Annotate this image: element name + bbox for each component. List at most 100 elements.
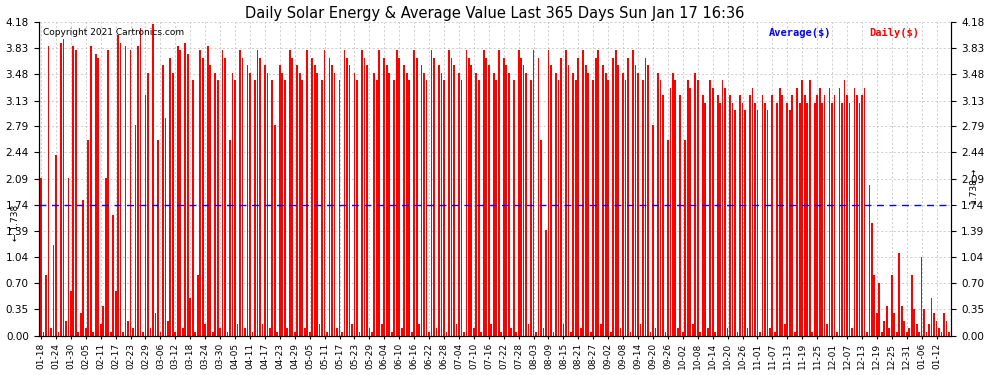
Bar (943, 313, 944, 336)
Bar (138, 46, 139, 336)
Bar (488, 65, 490, 336)
Bar (82, 200, 84, 336)
Bar (545, 231, 546, 336)
Bar (515, 332, 517, 336)
Bar (712, 88, 714, 336)
Bar (408, 80, 410, 336)
Bar (329, 58, 331, 336)
Bar (316, 73, 318, 336)
Bar (523, 65, 525, 336)
Text: Daily($): Daily($) (869, 28, 920, 38)
Bar (376, 80, 378, 336)
Bar (391, 332, 393, 336)
Bar (388, 73, 390, 336)
Bar (510, 328, 512, 336)
Bar (662, 95, 663, 336)
Bar (85, 328, 87, 336)
Bar (490, 324, 492, 336)
Bar (197, 276, 199, 336)
Bar (240, 50, 241, 336)
Bar (543, 328, 545, 336)
Bar (70, 291, 71, 336)
Bar (403, 65, 405, 336)
Bar (199, 50, 201, 336)
Bar (939, 328, 940, 336)
Bar (154, 313, 156, 336)
Bar (652, 125, 653, 336)
Bar (936, 321, 938, 336)
Bar (779, 88, 781, 336)
Bar (901, 306, 903, 336)
Bar (774, 332, 776, 336)
Bar (707, 328, 709, 336)
Bar (327, 332, 328, 336)
Bar (687, 80, 689, 336)
Bar (657, 73, 658, 336)
Bar (717, 95, 719, 336)
Bar (296, 65, 298, 336)
Bar (732, 103, 734, 336)
Bar (232, 73, 234, 336)
Bar (521, 58, 522, 336)
Text: ← 1.738: ← 1.738 (11, 205, 20, 242)
Bar (866, 332, 868, 336)
Bar (107, 50, 109, 336)
Bar (769, 328, 771, 336)
Bar (789, 110, 791, 336)
Bar (868, 185, 870, 336)
Text: Copyright 2021 Cartronics.com: Copyright 2021 Cartronics.com (44, 28, 184, 37)
Bar (227, 332, 229, 336)
Bar (366, 65, 367, 336)
Bar (592, 80, 594, 336)
Bar (878, 283, 880, 336)
Bar (829, 88, 831, 336)
Bar (254, 80, 255, 336)
Bar (455, 324, 457, 336)
Bar (52, 246, 54, 336)
Bar (314, 65, 316, 336)
Bar (219, 328, 221, 336)
Bar (536, 332, 537, 336)
Title: Daily Solar Energy & Average Value Last 365 Days Sun Jan 17 16:36: Daily Solar Energy & Average Value Last … (246, 6, 744, 21)
Bar (898, 253, 900, 336)
Bar (771, 95, 773, 336)
Bar (222, 50, 224, 336)
Bar (809, 80, 811, 336)
Bar (57, 332, 59, 336)
Bar (858, 103, 860, 336)
Bar (279, 65, 281, 336)
Bar (674, 80, 676, 336)
Bar (115, 291, 117, 336)
Bar (633, 50, 634, 336)
Bar (470, 65, 472, 336)
Bar (814, 103, 816, 336)
Bar (776, 103, 778, 336)
Bar (582, 50, 584, 336)
Bar (294, 332, 296, 336)
Bar (43, 332, 45, 336)
Bar (513, 80, 515, 336)
Bar (344, 50, 346, 336)
Bar (654, 328, 656, 336)
Bar (533, 50, 535, 336)
Bar (135, 125, 137, 336)
Bar (187, 54, 189, 336)
Bar (339, 80, 341, 336)
Bar (921, 257, 923, 336)
Bar (720, 103, 721, 336)
Bar (804, 95, 806, 336)
Bar (906, 332, 908, 336)
Bar (518, 50, 520, 336)
Bar (577, 58, 579, 336)
Bar (465, 50, 467, 336)
Bar (245, 328, 246, 336)
Bar (806, 103, 808, 336)
Bar (204, 324, 206, 336)
Bar (421, 65, 423, 336)
Bar (839, 88, 841, 336)
Bar (444, 80, 445, 336)
Bar (281, 73, 283, 336)
Bar (41, 178, 42, 336)
Bar (832, 103, 833, 336)
Bar (934, 313, 935, 336)
